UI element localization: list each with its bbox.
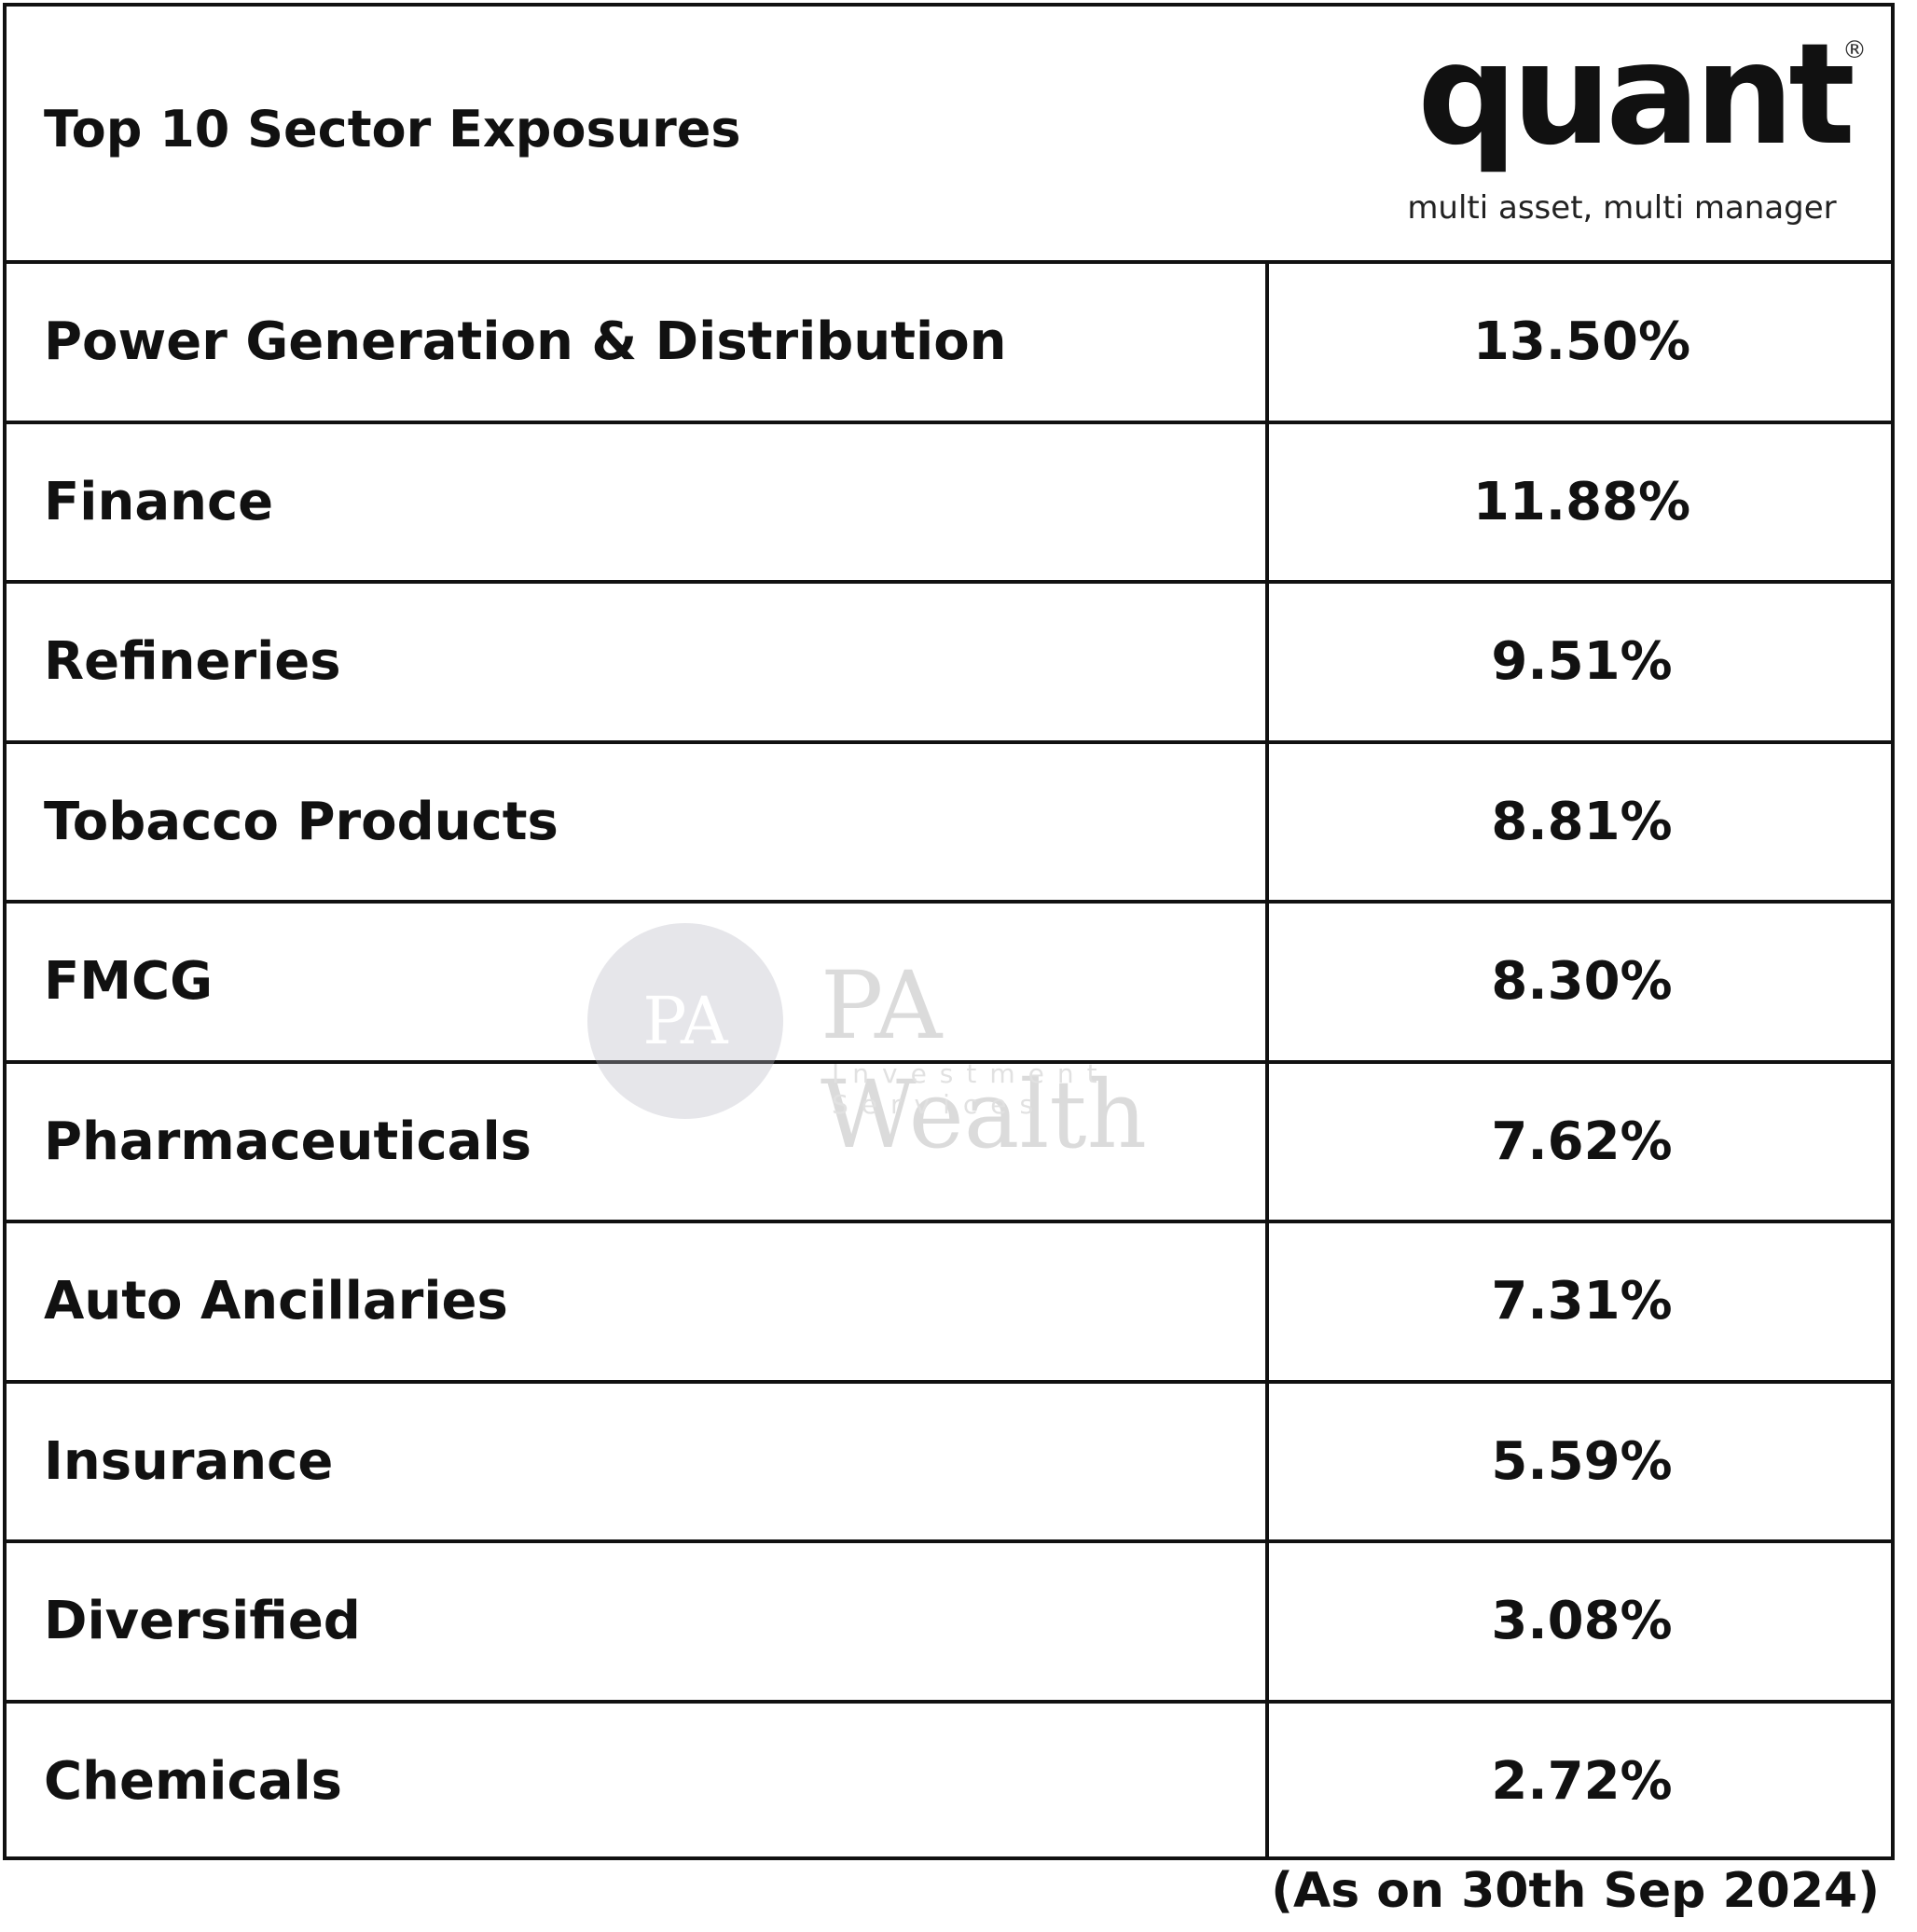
sector-weight: 8.81% (1265, 743, 1895, 900)
table-row: Pharmaceuticals 7.62% (7, 1063, 1891, 1223)
sector-name: Auto Ancillaries (44, 1271, 508, 1332)
sector-weight: 7.62% (1265, 1063, 1895, 1220)
logo-word: quant (1417, 14, 1855, 176)
table-row: Insurance 5.59% (7, 1383, 1891, 1543)
sector-weight: 2.72% (1265, 1703, 1895, 1859)
footer-note: (As on 30th Sep 2024) (1271, 1863, 1880, 1919)
sector-weight: 5.59% (1265, 1383, 1895, 1539)
sector-name: Chemicals (44, 1750, 343, 1812)
sector-name: Diversified (44, 1591, 361, 1652)
table-row: FMCG 8.30% (7, 904, 1891, 1064)
sector-weight: 9.51% (1265, 584, 1895, 740)
sector-weight: 7.31% (1265, 1223, 1895, 1380)
sector-weight: 8.30% (1265, 904, 1895, 1060)
logo: quant ® multi asset, multi manager (1400, 14, 1867, 247)
sector-name: Refineries (44, 631, 341, 693)
sector-name: Insurance (44, 1430, 334, 1492)
registered-mark: ® (1842, 36, 1867, 64)
sector-table: Top 10 Sector Exposures quant ® multi as… (3, 3, 1895, 1860)
table-row: Power Generation & Distribution 13.50% (7, 264, 1891, 424)
table-row: Finance 11.88% (7, 423, 1891, 584)
sector-name: Power Generation & Distribution (44, 311, 1007, 373)
sector-weight: 3.08% (1265, 1543, 1895, 1700)
sector-weight: 11.88% (1265, 423, 1895, 580)
table-row: Diversified 3.08% (7, 1543, 1891, 1704)
sector-weight: 13.50% (1265, 264, 1895, 421)
table-row: Refineries 9.51% (7, 584, 1891, 744)
table-title: Top 10 Sector Exposures (44, 100, 741, 159)
sector-name: FMCG (44, 951, 214, 1013)
sector-name: Tobacco Products (44, 791, 559, 852)
table-header: Top 10 Sector Exposures quant ® multi as… (7, 7, 1891, 264)
table-row: Tobacco Products 8.81% (7, 743, 1891, 904)
sector-name: Finance (44, 471, 274, 532)
sector-name: Pharmaceuticals (44, 1111, 531, 1172)
logo-tagline: multi asset, multi manager (1407, 189, 1837, 227)
table-row: Chemicals 2.72% (7, 1703, 1891, 1859)
table-row: Auto Ancillaries 7.31% (7, 1223, 1891, 1384)
